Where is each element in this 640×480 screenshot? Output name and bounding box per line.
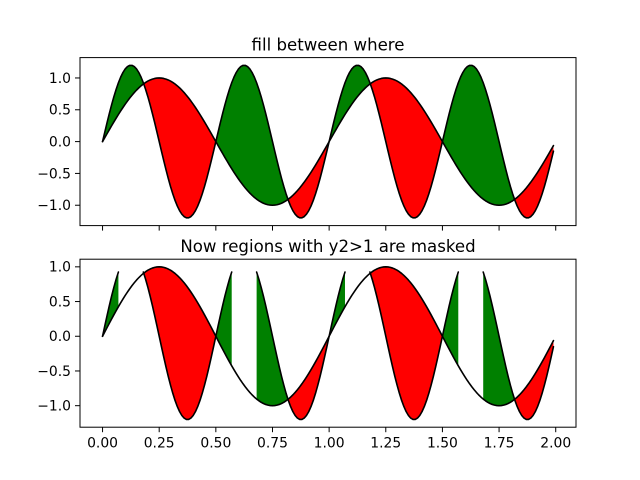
subplot-title: fill between where	[252, 36, 405, 55]
subplot-masked: 1.0 0.5 0.0 −0.5 −1.0 0.00 0.25 0.50 0.75 1.00 1.2…	[37, 237, 577, 452]
y-tick-label: 0.5	[49, 103, 71, 119]
subplot-title: Now regions with y2>1 are masked	[180, 237, 475, 256]
x-tick-label: 0.75	[257, 436, 288, 452]
y-tick-label: −0.5	[37, 364, 71, 380]
y-tick-label: 0.5	[49, 294, 71, 310]
y-tick-label: −0.5	[37, 166, 71, 182]
y-tick-label: 0.0	[49, 329, 71, 345]
y2-curve	[101, 64, 555, 219]
x-tick-label: 1.75	[484, 436, 515, 452]
x-tick-label: 1.25	[370, 436, 401, 452]
x-tick-label: 1.50	[427, 436, 458, 452]
x-tick-label: 0.50	[200, 436, 231, 452]
x-tick-label: 0.00	[87, 436, 118, 452]
y-tick-label: 0.0	[49, 135, 71, 151]
green-region	[102, 65, 515, 206]
axes-frame	[79, 258, 577, 428]
subplot-fill-between-where: 1.0 0.5 0.0 −0.5 −1.0 fill between where	[37, 36, 577, 231]
y2-curve	[101, 271, 555, 421]
red-region	[102, 77, 554, 218]
y-tick-label: 1.0	[49, 71, 71, 87]
x-tick-label: 1.00	[314, 436, 345, 452]
red-region	[102, 266, 554, 420]
x-tick-label: 0.25	[144, 436, 175, 452]
x-tick-label: 2.00	[540, 436, 571, 452]
y-tick-label: −1.0	[37, 399, 71, 415]
y-tick-label: −1.0	[37, 198, 71, 214]
y-tick-label: 1.0	[49, 260, 71, 276]
